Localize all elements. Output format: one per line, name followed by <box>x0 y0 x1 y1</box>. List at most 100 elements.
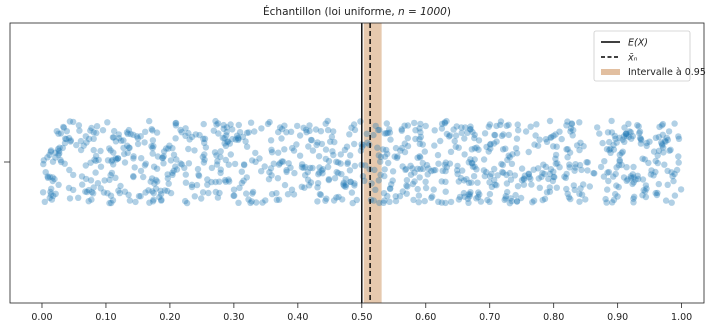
data-point <box>422 178 429 185</box>
data-point <box>153 129 161 136</box>
data-point <box>668 199 675 206</box>
data-point <box>149 127 156 134</box>
data-point <box>441 161 448 168</box>
data-point <box>130 153 137 160</box>
data-point <box>298 183 305 190</box>
data-point <box>164 171 171 178</box>
data-point <box>52 190 59 197</box>
data-point <box>603 199 610 206</box>
data-point <box>659 131 666 138</box>
data-point <box>419 141 426 148</box>
data-point <box>465 179 473 186</box>
data-point <box>467 189 474 196</box>
data-point <box>163 145 170 152</box>
data-point <box>552 131 559 138</box>
data-point <box>541 170 548 178</box>
data-point <box>275 161 283 168</box>
data-point <box>193 181 201 189</box>
data-point <box>40 157 47 164</box>
data-point <box>41 198 48 205</box>
data-point <box>525 171 532 178</box>
data-point <box>497 118 505 125</box>
data-point <box>50 192 57 200</box>
data-point <box>446 160 454 167</box>
data-point <box>236 184 243 191</box>
data-point <box>121 159 129 166</box>
data-point <box>546 117 554 125</box>
data-point <box>577 185 584 192</box>
data-point <box>142 189 149 196</box>
data-point <box>333 158 340 165</box>
data-point <box>104 119 111 126</box>
data-point <box>372 186 379 193</box>
data-point <box>399 163 406 170</box>
data-point <box>270 160 277 167</box>
data-point <box>561 173 568 180</box>
data-point <box>224 138 231 145</box>
data-point <box>258 168 265 175</box>
data-point <box>160 153 167 160</box>
data-point <box>514 183 522 190</box>
data-point <box>456 193 464 201</box>
data-point <box>536 136 543 143</box>
data-point <box>49 177 56 185</box>
data-point <box>643 142 650 150</box>
data-point <box>142 128 149 135</box>
data-point <box>130 172 137 180</box>
data-point <box>337 160 344 167</box>
data-point <box>221 140 228 147</box>
data-point <box>214 120 222 127</box>
data-point <box>473 195 480 202</box>
data-point <box>227 121 234 128</box>
data-point <box>284 191 292 198</box>
data-point <box>564 154 571 161</box>
data-point <box>70 171 77 179</box>
data-point <box>455 196 463 203</box>
data-point <box>339 196 346 203</box>
data-point <box>654 152 661 159</box>
data-point <box>377 153 385 161</box>
data-point <box>47 191 55 198</box>
data-point <box>140 173 147 181</box>
data-point <box>362 162 369 169</box>
data-point <box>564 146 571 153</box>
data-point <box>201 151 208 158</box>
data-point <box>431 142 438 149</box>
data-point <box>344 160 351 167</box>
data-point <box>610 141 617 149</box>
data-point <box>389 168 397 175</box>
data-point <box>351 162 359 170</box>
data-point <box>191 147 198 154</box>
data-point <box>199 189 207 196</box>
data-point <box>576 146 583 154</box>
data-point <box>146 117 153 125</box>
data-point <box>308 137 315 144</box>
data-point <box>114 155 122 162</box>
data-point <box>423 161 431 169</box>
data-point <box>493 122 500 130</box>
data-point <box>252 149 259 157</box>
data-point <box>167 189 175 197</box>
data-point <box>407 171 415 178</box>
data-point <box>296 152 304 159</box>
data-point <box>350 121 358 128</box>
data-point <box>493 182 500 189</box>
data-point <box>428 167 435 175</box>
data-point <box>322 120 329 127</box>
data-point <box>182 171 189 178</box>
data-point <box>596 130 603 137</box>
data-point <box>309 147 317 154</box>
data-point <box>331 138 338 146</box>
data-point <box>513 198 521 205</box>
data-point <box>149 144 156 152</box>
data-point <box>486 121 494 128</box>
data-point <box>85 186 93 194</box>
data-point <box>403 177 411 184</box>
data-point <box>148 143 155 150</box>
data-point <box>466 191 474 198</box>
data-point <box>154 178 161 185</box>
data-point <box>267 165 275 172</box>
data-point <box>222 156 229 164</box>
data-point <box>150 163 158 170</box>
